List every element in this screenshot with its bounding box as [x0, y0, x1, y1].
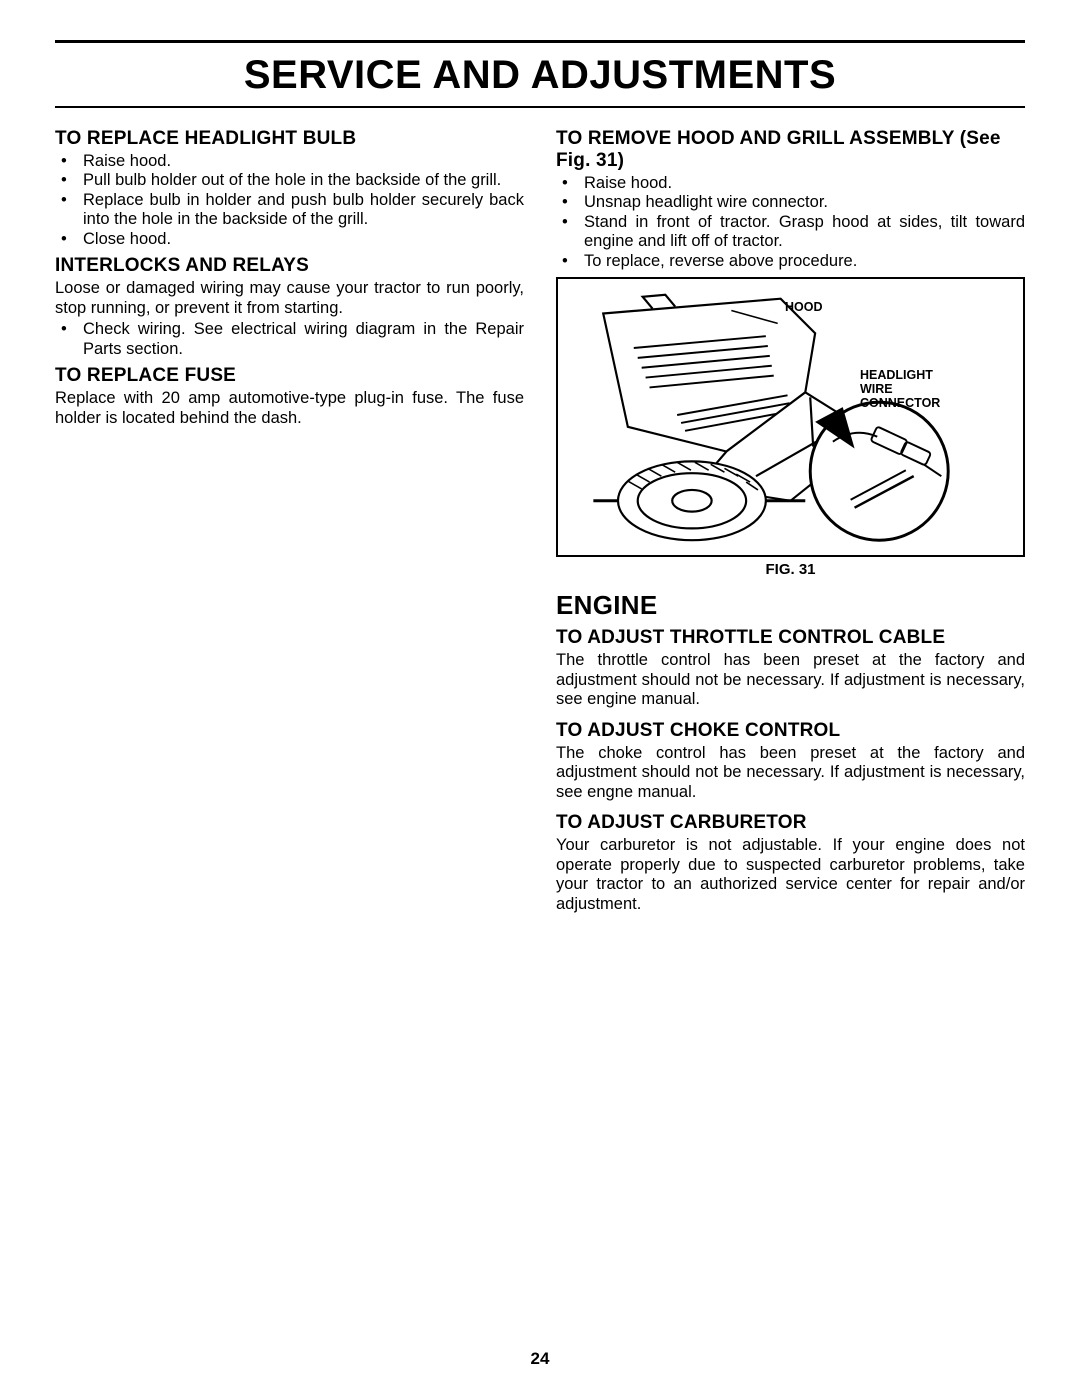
list-interlocks: Check wiring. See electrical wiring diag…: [55, 320, 524, 359]
heading-choke: TO ADJUST CHOKE CONTROL: [556, 720, 1025, 742]
list-item: Pull bulb holder out of the hole in the …: [55, 171, 524, 190]
figure-caption: FIG. 31: [556, 561, 1025, 578]
two-column-layout: TO REPLACE HEADLIGHT BULB Raise hood. Pu…: [55, 122, 1025, 916]
list-item: Stand in front of tractor. Grasp hood at…: [556, 213, 1025, 252]
list-item: To replace, reverse above procedure.: [556, 252, 1025, 271]
title-underline: [55, 106, 1025, 108]
heading-replace-fuse: TO REPLACE FUSE: [55, 365, 524, 387]
para-replace-fuse: Replace with 20 amp automotive-type plug…: [55, 389, 524, 428]
list-item: Raise hood.: [55, 152, 524, 171]
heading-remove-hood: TO REMOVE HOOD AND GRILL ASSEMBLY (See F…: [556, 128, 1025, 172]
heading-engine: ENGINE: [556, 590, 1025, 621]
para-interlocks: Loose or damaged wiring may cause your t…: [55, 279, 524, 318]
heading-interlocks: INTERLOCKS AND RELAYS: [55, 255, 524, 277]
list-item: Raise hood.: [556, 174, 1025, 193]
right-column: TO REMOVE HOOD AND GRILL ASSEMBLY (See F…: [556, 122, 1025, 916]
list-remove-hood: Raise hood. Unsnap headlight wire connec…: [556, 174, 1025, 271]
left-column: TO REPLACE HEADLIGHT BULB Raise hood. Pu…: [55, 122, 524, 916]
heading-replace-headlight: TO REPLACE HEADLIGHT BULB: [55, 128, 524, 150]
heading-throttle: TO ADJUST THROTTLE CONTROL CABLE: [556, 627, 1025, 649]
figure-label-hood: HOOD: [785, 301, 823, 315]
para-carburetor: Your carburetor is not adjustable. If yo…: [556, 836, 1025, 914]
page-title: SERVICE AND ADJUSTMENTS: [55, 43, 1025, 106]
list-item: Check wiring. See electrical wiring diag…: [55, 320, 524, 359]
list-item: Unsnap headlight wire connector.: [556, 193, 1025, 212]
heading-carburetor: TO ADJUST CARBURETOR: [556, 812, 1025, 834]
hood-diagram-icon: [558, 279, 1023, 555]
list-item: Replace bulb in holder and push bulb hol…: [55, 191, 524, 230]
list-replace-headlight: Raise hood. Pull bulb holder out of the …: [55, 152, 524, 249]
para-throttle: The throttle control has been preset at …: [556, 651, 1025, 709]
list-item: Close hood.: [55, 230, 524, 249]
figure-31: HOOD HEADLIGHT WIRE CONNECTOR: [556, 277, 1025, 557]
para-choke: The choke control has been preset at the…: [556, 744, 1025, 802]
page-number: 24: [0, 1349, 1080, 1369]
figure-label-connector: HEADLIGHT WIRE CONNECTOR: [860, 369, 940, 410]
